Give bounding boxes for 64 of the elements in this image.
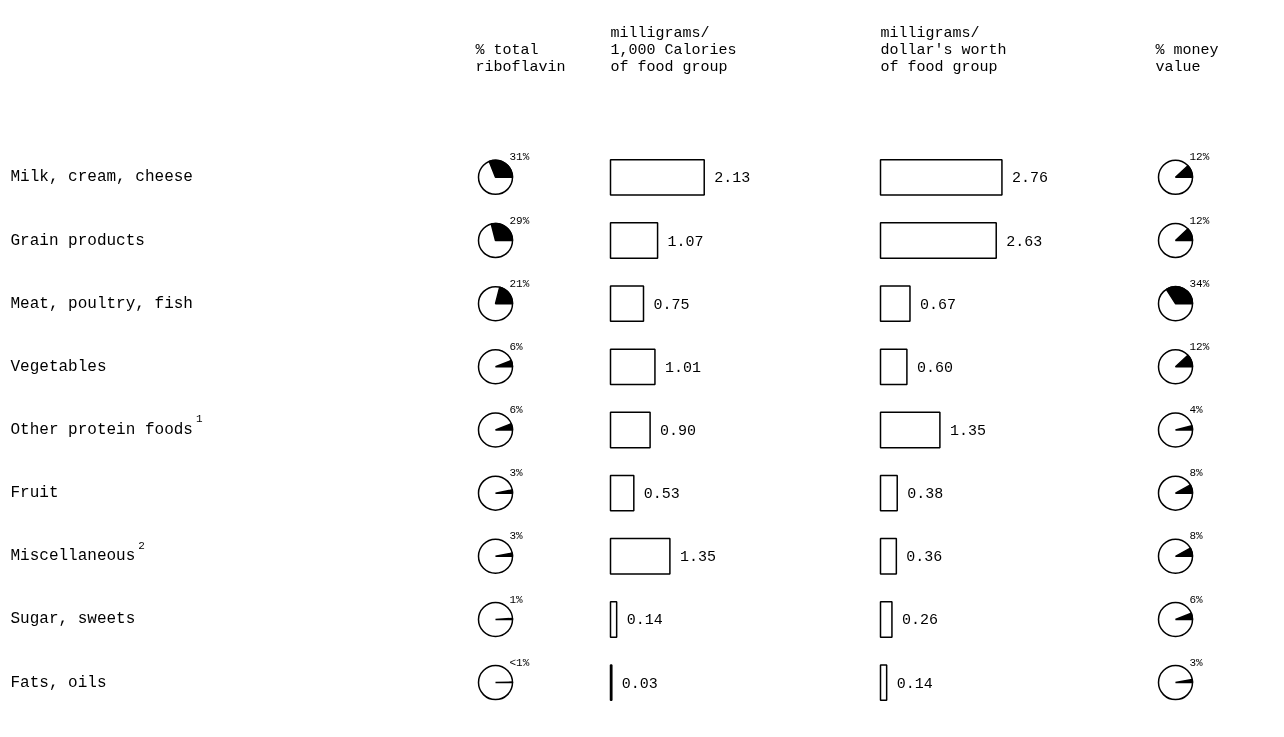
data-label: 6% bbox=[1189, 593, 1204, 606]
data-label: 1.35 bbox=[949, 422, 986, 440]
bar bbox=[609, 474, 635, 512]
data-label: 4% bbox=[1189, 404, 1204, 417]
data-label: 0.14 bbox=[626, 612, 663, 630]
data-label: 34% bbox=[1189, 277, 1210, 290]
chart-title: milligrams/ 1,000 Calories of food group bbox=[610, 25, 737, 77]
bar bbox=[879, 411, 941, 449]
data-label: 0.67 bbox=[919, 296, 956, 314]
data-label: 6% bbox=[509, 404, 524, 417]
data-label: 12% bbox=[1189, 151, 1210, 164]
bar bbox=[609, 348, 656, 386]
data-label: 3% bbox=[1189, 656, 1204, 669]
bar bbox=[609, 537, 671, 575]
bar bbox=[609, 411, 651, 449]
data-label: 1.07 bbox=[667, 233, 704, 251]
y-tick-label: Grain products bbox=[10, 231, 145, 250]
data-label: 21% bbox=[509, 277, 530, 290]
data-label: 0.60 bbox=[916, 359, 953, 377]
data-label: <1% bbox=[509, 656, 530, 669]
data-label: 3% bbox=[509, 530, 524, 543]
bar bbox=[609, 285, 645, 323]
bar bbox=[879, 601, 893, 638]
bar bbox=[879, 474, 898, 512]
data-label: 6% bbox=[509, 340, 524, 353]
bar bbox=[879, 222, 997, 259]
y-tick-label: Vegetables bbox=[10, 357, 107, 376]
bar bbox=[609, 222, 659, 259]
data-label: 31% bbox=[509, 151, 530, 164]
bar bbox=[609, 158, 705, 196]
bar bbox=[879, 537, 898, 575]
data-label: 29% bbox=[509, 214, 530, 227]
data-label: 3% bbox=[509, 467, 524, 480]
y-tick-label: Milk, cream, cheese bbox=[10, 168, 193, 187]
data-label: 12% bbox=[1189, 340, 1210, 353]
data-label: 0.14 bbox=[896, 675, 933, 693]
bar bbox=[879, 348, 908, 386]
data-label: 2.76 bbox=[1011, 170, 1048, 188]
data-label: 1% bbox=[509, 593, 524, 606]
data-label: 0.03 bbox=[621, 675, 658, 693]
text: % total riboflavin bbox=[475, 42, 566, 77]
data-label: 0.36 bbox=[906, 549, 943, 567]
chart-title: milligrams/ dollar's worth of food group bbox=[880, 25, 1007, 77]
data-label: 8% bbox=[1189, 530, 1204, 543]
data-label: 1.35 bbox=[679, 549, 716, 567]
y-tick-label: Fruit bbox=[10, 484, 59, 503]
data-label: 0.75 bbox=[653, 296, 690, 314]
data-label: 2.13 bbox=[714, 170, 751, 188]
data-label: 1.01 bbox=[664, 359, 701, 377]
data-label: 12% bbox=[1189, 214, 1210, 227]
y-tick-label: Fats, oils bbox=[10, 673, 107, 692]
bar bbox=[879, 158, 1003, 196]
text: % money value bbox=[1155, 42, 1219, 77]
data-label: 2.63 bbox=[1006, 233, 1043, 251]
data-label: 0.38 bbox=[907, 486, 944, 504]
data-label: 8% bbox=[1189, 467, 1204, 480]
data-label: 0.53 bbox=[643, 486, 680, 504]
y-tick-label: Sugar, sweets bbox=[10, 610, 136, 629]
data-label: 0.90 bbox=[660, 422, 697, 440]
bar bbox=[879, 664, 888, 702]
y-tick-label: Meat, poultry, fish bbox=[10, 294, 193, 313]
bar bbox=[879, 285, 911, 323]
bar bbox=[609, 601, 618, 638]
data-label: 0.26 bbox=[901, 612, 938, 630]
